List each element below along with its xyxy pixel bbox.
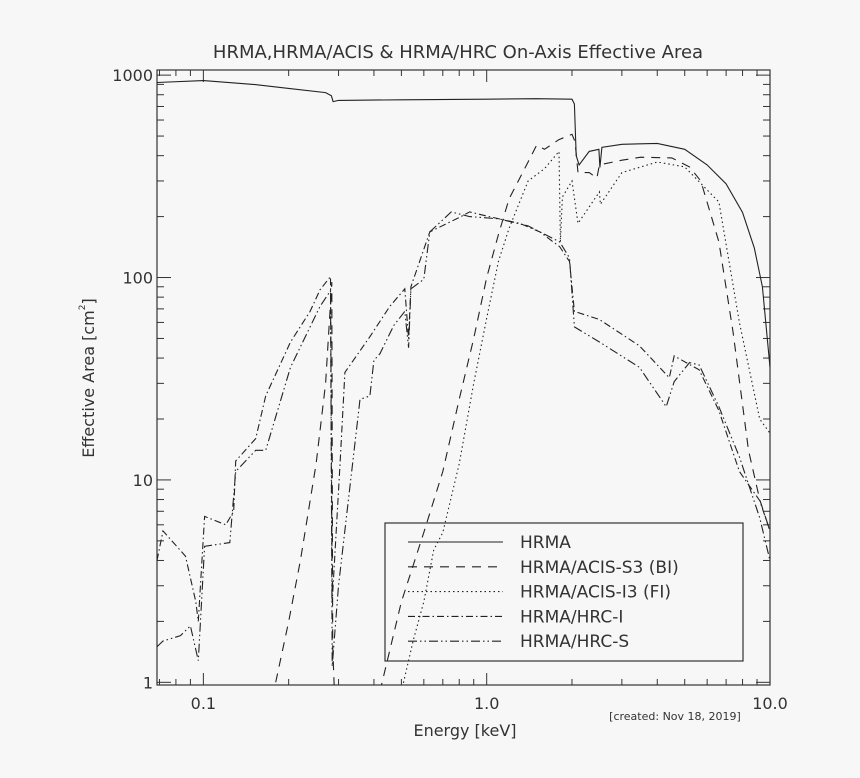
- chart-title: HRMA,HRMA/ACIS & HRMA/HRC On-Axis Effect…: [213, 42, 703, 63]
- x-tick-label: 1.0: [474, 694, 499, 713]
- x-tick-labels: 0.1 1.0 10.0: [191, 694, 788, 713]
- legend-label: HRMA/HRC-S: [520, 632, 629, 652]
- legend-label: HRMA/HRC-I: [520, 607, 623, 627]
- series-line-hrma-hrc-i: [157, 211, 770, 622]
- x-tick-label: 0.1: [191, 694, 216, 713]
- legend-label: HRMA/ACIS-S3 (BI): [520, 558, 679, 578]
- y-axis-label-end: ]: [79, 298, 98, 304]
- y-axis-label-sup: 2: [78, 305, 88, 311]
- y-tick-label: 10: [133, 471, 153, 490]
- y-tick-labels: 1 10 100 1000: [112, 66, 153, 692]
- y-tick-label: 100: [122, 269, 153, 288]
- axis-ticks: [157, 70, 771, 685]
- x-axis-label: Energy [keV]: [413, 721, 516, 740]
- y-axis-label-text: Effective Area [cm: [79, 310, 98, 457]
- series-lines: [157, 80, 770, 685]
- legend-box: [384, 522, 744, 662]
- x-tick-label: 10.0: [752, 694, 788, 713]
- series-line-hrma-acis-i3-fi-: [402, 149, 770, 685]
- plot-frame: [156, 69, 771, 686]
- y-tick-label: 1000: [112, 66, 153, 85]
- y-axis-label: Effective Area [cm2]: [78, 298, 98, 457]
- legend: HRMA HRMA/ACIS-S3 (BI) HRMA/ACIS-I3 (FI) HR…: [384, 522, 744, 662]
- legend-label: HRMA: [520, 533, 571, 553]
- legend-label: HRMA/ACIS-I3 (FI): [520, 583, 671, 603]
- created-annotation: [created: Nov 18, 2019]: [609, 710, 741, 723]
- series-line-hrma-hrc-s: [157, 211, 770, 667]
- y-tick-label: 1: [143, 673, 153, 692]
- series-line-hrma: [157, 80, 770, 368]
